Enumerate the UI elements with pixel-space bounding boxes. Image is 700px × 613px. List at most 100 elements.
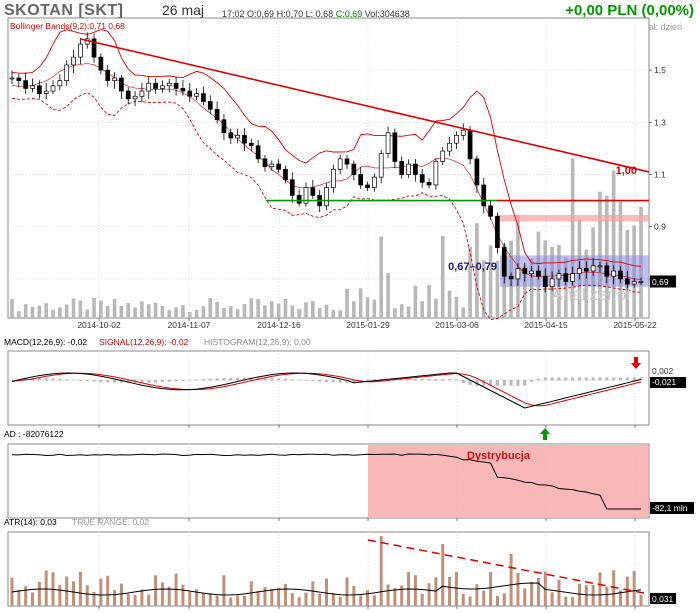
atr-bar [325, 578, 328, 606]
atr-bar [167, 586, 171, 606]
volume-bar [167, 310, 172, 318]
macd-histogram-bar [51, 378, 55, 381]
macd-last-tag [650, 377, 686, 388]
atr-bar [509, 554, 513, 606]
candle-body [160, 85, 165, 89]
candle-body [71, 56, 76, 66]
volume-bar [345, 288, 349, 318]
macd-histogram-bar [530, 380, 534, 382]
atr-bar [92, 591, 96, 606]
volume-bar [126, 302, 131, 318]
candle-body [481, 184, 487, 207]
macd-histogram-bar [625, 377, 629, 381]
atr-bar [270, 588, 274, 606]
candle-body [36, 85, 42, 95]
atr-bar [577, 584, 581, 606]
macd-histogram-bar [92, 380, 96, 382]
volume-bar [99, 300, 103, 318]
candle-body [16, 77, 22, 81]
resistance-level-label: 1,00 [616, 165, 637, 177]
macd-histogram-bar [495, 380, 499, 386]
volume-bar [427, 285, 431, 318]
atr-bar [85, 585, 89, 606]
macd-histogram-bar [106, 380, 110, 383]
atr-bar [99, 578, 103, 606]
volume-bar [598, 191, 602, 318]
volume-bar [386, 272, 390, 318]
stat-high: H:0,70 [276, 9, 304, 19]
macd-histogram-bar [632, 377, 636, 381]
macd-histogram-bar [413, 378, 417, 381]
volume-bar [420, 301, 425, 318]
macd-histogram-bar [174, 380, 178, 382]
candle-body [542, 275, 548, 288]
candle-body [433, 161, 439, 186]
macd-legend: MACD(12,26,9): -0,02 [4, 337, 87, 347]
macd-histogram-bar [571, 377, 575, 381]
macd-histogram-bar [72, 379, 76, 381]
candle-body [283, 168, 288, 181]
volume-bar [475, 223, 479, 318]
atr-bar [372, 595, 376, 606]
volume-bar [37, 305, 42, 318]
candle-body [467, 129, 473, 160]
atr-bar [366, 590, 370, 606]
volume-bar [447, 290, 452, 318]
volume-bar [105, 305, 110, 318]
volume-bar [393, 308, 397, 318]
atr-trend-dashed [367, 539, 650, 595]
candle-body [556, 273, 562, 280]
volume-bar [160, 306, 165, 318]
candle-body [57, 80, 63, 87]
macd-histogram-bar [618, 377, 622, 381]
atr-bar [441, 544, 445, 606]
macd-histogram-bar [448, 378, 452, 381]
y-tick-label: 1,5 [654, 65, 666, 75]
stat-low: L: 0,68 [305, 9, 334, 19]
atr-bar [133, 594, 137, 606]
distribution-label: Dystrybucja [467, 450, 531, 462]
volume-bar [283, 298, 288, 318]
volume-bar [242, 303, 247, 318]
x-tick-label: 2015-04-15 [524, 320, 568, 330]
bollinger-legend: Bollinger Bands(9,2):0,71 0,68 [10, 21, 125, 31]
candle-body [529, 270, 534, 275]
atr-bar [331, 592, 335, 606]
atr-bar [160, 582, 164, 606]
macd-histogram-bar [372, 378, 376, 381]
volume-bar [317, 308, 322, 318]
candle-body [228, 132, 234, 139]
candle-body [385, 132, 391, 155]
macd-histogram-bar [65, 379, 69, 381]
volume-bar [290, 305, 295, 318]
candle-body [495, 215, 500, 248]
candle-body [207, 101, 213, 110]
macd-histogram-bar [99, 380, 103, 382]
macd-histogram-bar [564, 377, 568, 381]
candle-body [50, 85, 56, 92]
macd-histogram-bar [126, 380, 130, 383]
x-tick-label: 2015-03-06 [435, 320, 479, 330]
volume-bar [365, 297, 370, 318]
candle-body [488, 205, 493, 217]
macd-histogram-bar [119, 380, 123, 383]
macd-histogram-bar [304, 380, 308, 381]
candle-body [194, 93, 199, 97]
candle-body [365, 184, 370, 188]
volume-bar [570, 158, 575, 318]
macd-histogram-bar [188, 379, 192, 381]
macd-histogram-bar [318, 380, 322, 382]
candle-body [618, 270, 623, 280]
candle-body [570, 273, 575, 282]
range-label: 0,67–0,79 [448, 261, 497, 273]
macd-histogram-bar [345, 380, 349, 383]
bollinger-lower [11, 92, 642, 321]
candle-body [9, 77, 15, 80]
macd-histogram-bar [516, 380, 520, 386]
volume-bar [215, 301, 219, 318]
stat-close: C:0,69 [335, 9, 363, 19]
macd-panel [7, 350, 650, 426]
volume-bar [529, 258, 534, 318]
atr-bar [290, 593, 294, 606]
